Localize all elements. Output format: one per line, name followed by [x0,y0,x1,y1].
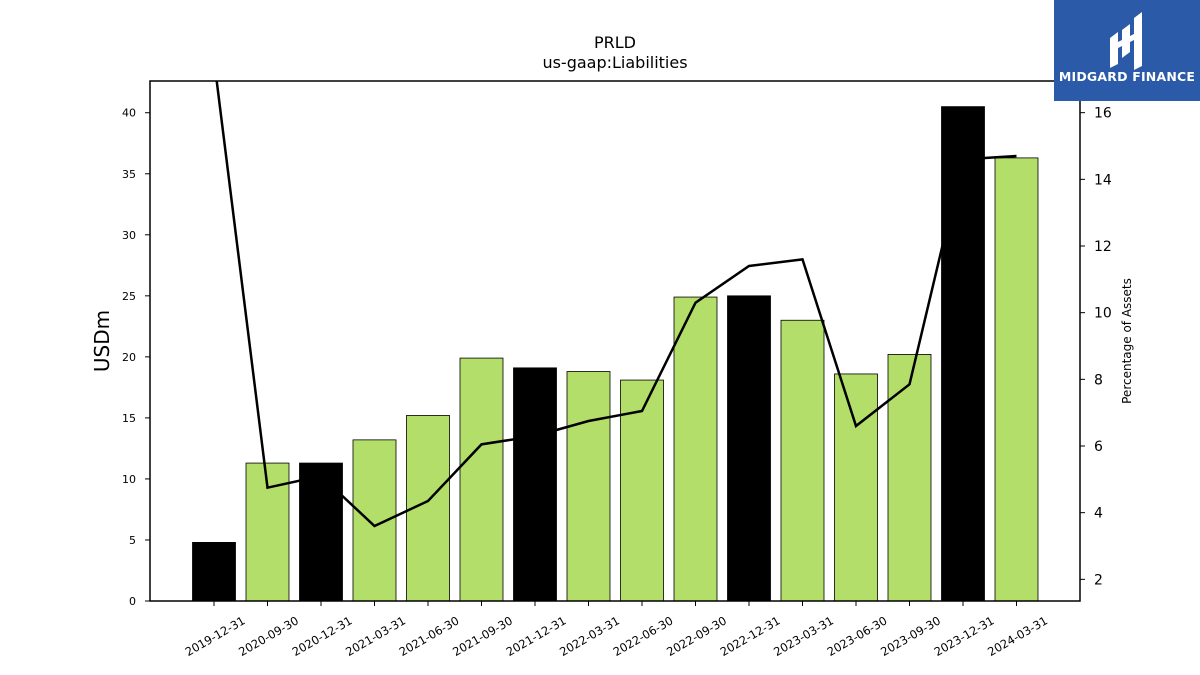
x-tick-label: 2021-09-30 [450,613,515,659]
y2-tick-label: 6 [1094,439,1103,455]
x-tick-label: 2021-03-31 [343,613,408,659]
bar [566,371,611,602]
bar [887,354,932,602]
x-tick-label: 2023-03-31 [771,613,836,659]
y-tick-label: 5 [129,534,136,547]
series-line [215,81,1017,528]
x-tick-label: 2022-06-30 [611,613,676,659]
bar [192,542,236,602]
x-tick-label: 2021-06-30 [397,613,462,659]
y2-tick-label: 14 [1094,172,1112,188]
y-tick-label: 10 [122,473,136,486]
y2-tick-label: 16 [1094,106,1112,122]
x-tick-label: 2024-03-31 [985,613,1050,659]
bar [513,367,557,602]
x-tick-label: 2023-06-30 [825,613,890,659]
bar [994,157,1039,602]
x-tick-label: 2022-12-31 [718,613,783,659]
logo-mark-icon [1110,12,1142,70]
midgard-finance-logo: MIDGARD FINANCE [1054,0,1200,101]
bar [941,106,985,602]
x-tick-label: 2020-09-30 [236,613,301,659]
y-axis-label: USDm [90,310,114,372]
x-tick-label: 2022-09-30 [664,613,729,659]
line-group [215,81,1017,528]
plot-frame [149,80,1081,602]
y-tick-label: 30 [122,229,136,242]
x-tick-label: 2022-03-31 [557,613,622,659]
y-tick-label: 15 [122,412,136,425]
y-tick-label: 0 [129,595,136,608]
bar [780,319,825,602]
y-tick-label: 40 [122,107,136,120]
bar [834,373,878,602]
y2-tick-label: 2 [1094,572,1103,588]
bar-group [192,106,1039,602]
logo-text: MIDGARD FINANCE [1058,69,1196,84]
bar [620,379,664,602]
bar [673,296,718,602]
y2-tick-label: 4 [1094,506,1103,522]
bar [299,462,343,602]
x-tick-label: 2023-12-31 [932,613,997,659]
y-tick-label: 35 [122,168,136,181]
y-tick-label: 25 [122,290,136,303]
x-tick-label: 2019-12-31 [183,613,248,659]
y2-tick-label: 12 [1094,239,1112,255]
chart-title: PRLD [594,33,636,52]
bar [727,295,771,602]
x-tick-label: 2023-09-30 [878,613,943,659]
y2-axis-label: Percentage of Assets [1120,278,1134,404]
x-tick-label: 2020-12-31 [290,613,355,659]
bar [352,439,397,602]
y-tick-label: 20 [122,351,136,364]
chart-subtitle: us-gaap:Liabilities [542,53,687,72]
x-tick-label: 2021-12-31 [504,613,569,659]
bar [459,357,504,602]
y2-tick-label: 10 [1094,306,1112,322]
y2-tick-label: 8 [1094,372,1103,388]
